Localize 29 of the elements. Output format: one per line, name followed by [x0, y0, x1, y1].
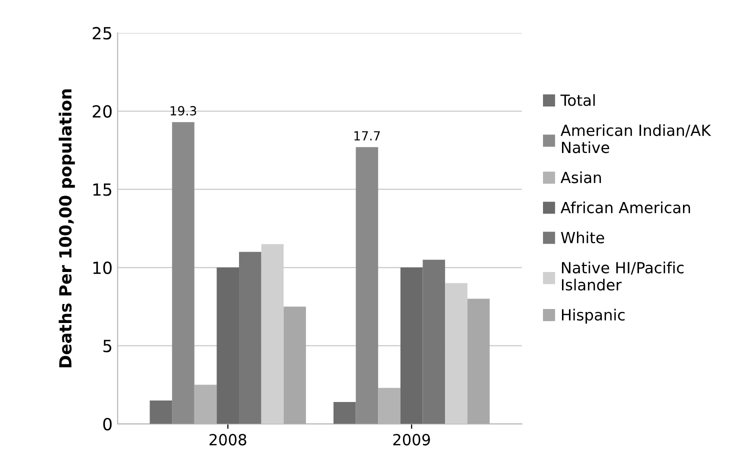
y-axis-title: Deaths Per 100,00 population	[58, 89, 75, 368]
y-tick-label: 0	[103, 418, 112, 430]
bar	[172, 122, 194, 424]
y-tick-label: 5	[103, 340, 112, 352]
legend-label: American Indian/AK Native	[560, 124, 712, 154]
legend-label: White	[561, 232, 604, 244]
bar	[422, 260, 446, 424]
bar	[150, 400, 172, 424]
data-label: 17.7	[354, 131, 380, 140]
bar	[334, 402, 356, 424]
bar	[216, 268, 240, 424]
bar	[284, 306, 306, 424]
y-tick-label: 25	[92, 26, 112, 40]
x-tick-label: 2009	[393, 434, 430, 446]
bar	[467, 298, 490, 424]
bar	[239, 252, 262, 424]
legend-label: Asian	[560, 171, 601, 184]
legend-label: African American	[560, 201, 690, 214]
legend-label: Total	[560, 94, 595, 106]
bar	[445, 283, 468, 424]
y-tick-label: 15	[93, 184, 112, 196]
x-tick-label: 2008	[210, 434, 246, 446]
legend-label: Hispanic	[562, 308, 625, 324]
bar	[356, 147, 378, 424]
legend-label: Native HI/Pacific Islander	[562, 262, 684, 291]
data-label: 19.3	[170, 106, 196, 116]
y-tick-label: 20	[92, 105, 112, 118]
y-tick-label: 10	[93, 261, 112, 274]
bar	[400, 268, 423, 424]
